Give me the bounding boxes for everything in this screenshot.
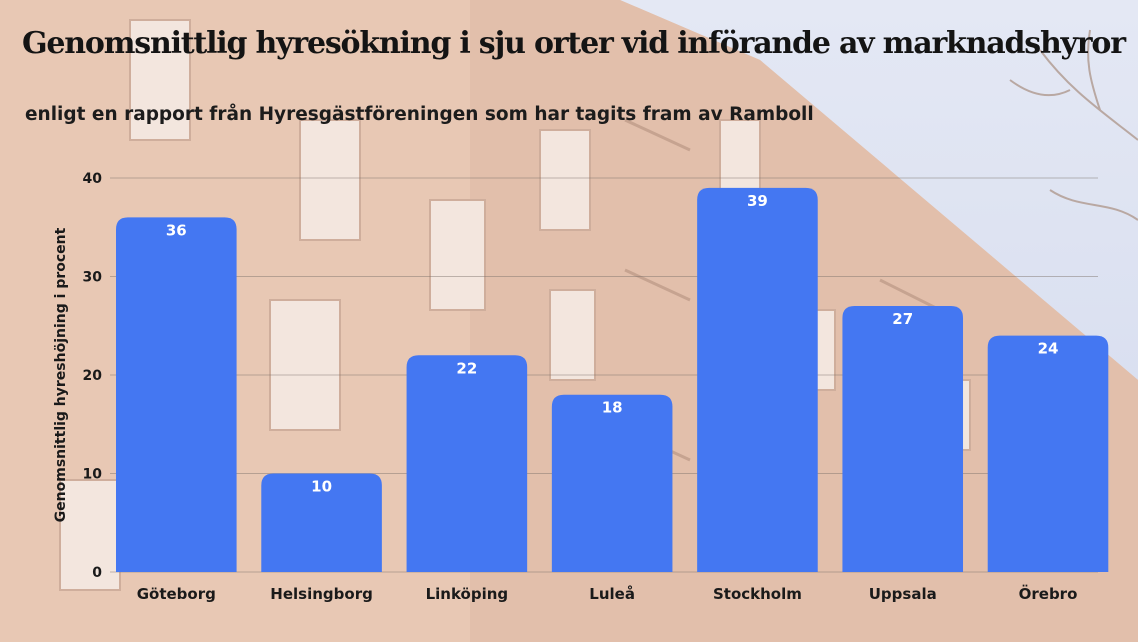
y-tick-label: 10	[83, 467, 103, 483]
bar-luleå	[551, 394, 673, 572]
x-tick-label: Örebro	[1019, 584, 1078, 603]
y-tick-label: 30	[83, 270, 103, 286]
bar-stockholm	[697, 187, 818, 572]
y-axis-ticks: 0 10 20 30 40	[83, 171, 103, 581]
y-tick-label: 20	[83, 368, 103, 384]
bar-örebro	[987, 335, 1109, 572]
y-axis-label: Genomsnittlig hyreshöjning i procent	[53, 227, 69, 522]
bar-uppsala	[842, 306, 964, 572]
x-tick-label: Luleå	[589, 585, 635, 603]
bar-göteborg	[116, 217, 237, 572]
x-tick-label: Stockholm	[713, 585, 802, 603]
chart-subtitle: enligt en rapport från Hyresgästförening…	[25, 104, 814, 125]
bars: 36 10 22 18 39 27 24	[116, 187, 1109, 572]
bar-linköping	[406, 355, 528, 572]
data-label: 18	[602, 399, 623, 417]
data-label: 22	[456, 359, 477, 377]
chart-title: Genomsnittlig hyresökning i sju orter vi…	[22, 26, 1126, 61]
x-tick-label: Helsingborg	[270, 585, 373, 603]
x-tick-label: Linköping	[426, 585, 509, 603]
data-label: 24	[1038, 340, 1059, 358]
data-label: 27	[892, 310, 913, 328]
data-label: 36	[166, 221, 187, 239]
x-tick-label: Göteborg	[137, 585, 216, 603]
y-tick-label: 40	[83, 171, 103, 187]
x-axis-labels: Göteborg Helsingborg Linköping Luleå Stockho…	[137, 584, 1078, 603]
x-tick-label: Uppsala	[869, 585, 937, 603]
y-tick-label: 0	[92, 565, 102, 581]
data-label: 39	[747, 192, 768, 210]
data-label: 10	[311, 478, 332, 496]
bar-helsingborg	[261, 473, 382, 572]
